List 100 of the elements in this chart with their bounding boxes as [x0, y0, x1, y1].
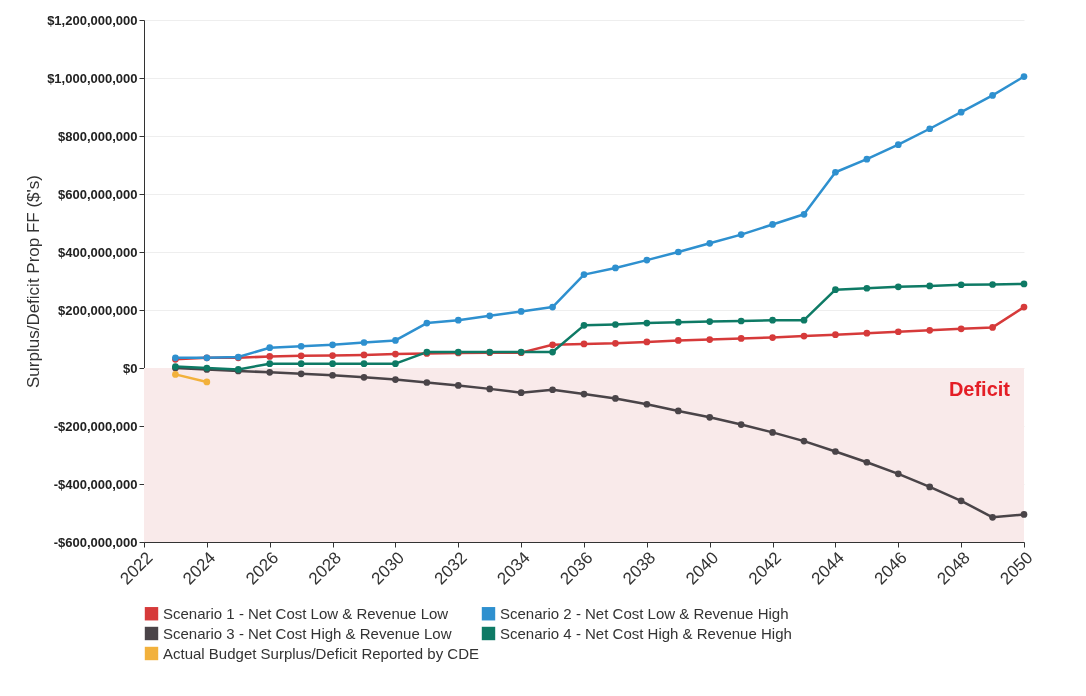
- point: [297, 342, 305, 350]
- y-tick-label: -$600,000,000: [53, 534, 138, 550]
- point: [423, 319, 431, 327]
- point: [454, 382, 462, 389]
- legend-label: Scenario 3 - Net Cost High & Revenue Low: [163, 624, 452, 642]
- y-tick-label: $600,000,000: [57, 186, 138, 202]
- point: [800, 332, 808, 340]
- point: [957, 497, 965, 505]
- point: [706, 336, 714, 343]
- point: [894, 470, 902, 478]
- y-tick-label: $800,000,000: [57, 128, 138, 144]
- point: [769, 429, 776, 436]
- point: [737, 317, 745, 325]
- point: [737, 231, 745, 238]
- y-tick-label: -$400,000,000: [53, 476, 138, 492]
- point: [643, 256, 651, 264]
- point: [203, 378, 211, 386]
- point: [297, 370, 305, 378]
- point: [329, 371, 336, 379]
- point: [737, 335, 745, 342]
- point: [580, 390, 588, 398]
- y-tick-label: $1,000,000,000: [47, 70, 138, 86]
- point: [329, 341, 336, 349]
- point: [894, 141, 902, 149]
- point: [549, 303, 556, 311]
- y-axis-title: Surplus/Deficit Prop FF ($'s): [24, 175, 44, 388]
- point: [580, 271, 588, 278]
- legend-label: Scenario 1 - Net Cost Low & Revenue Low: [163, 604, 449, 622]
- point: [800, 210, 808, 218]
- point: [1020, 73, 1028, 80]
- point: [360, 339, 368, 346]
- point: [549, 386, 556, 394]
- point: [674, 337, 682, 344]
- point: [266, 344, 274, 352]
- point: [643, 400, 651, 408]
- point: [297, 352, 305, 360]
- point: [266, 369, 274, 376]
- legend-label: Scenario 2 - Net Cost Low & Revenue High: [500, 604, 789, 622]
- point: [612, 395, 619, 402]
- legend-label: Scenario 4 - Net Cost High & Revenue High: [500, 624, 792, 642]
- point: [1020, 303, 1028, 311]
- point: [769, 316, 776, 324]
- point: [674, 318, 682, 326]
- band-label: Deficit: [948, 378, 1011, 400]
- point: [832, 168, 839, 176]
- point: [643, 338, 651, 346]
- point: [266, 353, 274, 360]
- point: [832, 286, 839, 294]
- point: [612, 264, 619, 272]
- point: [737, 421, 745, 428]
- point: [800, 437, 808, 445]
- point: [360, 351, 368, 359]
- point: [612, 321, 619, 328]
- y-tick-label: $400,000,000: [57, 244, 138, 260]
- point: [832, 331, 839, 338]
- point: [1020, 511, 1028, 518]
- point: [329, 360, 336, 367]
- point: [706, 239, 714, 247]
- point: [329, 352, 336, 359]
- point: [989, 92, 996, 99]
- point: [989, 281, 996, 288]
- point: [549, 348, 556, 356]
- y-tick-label: $0: [123, 360, 138, 376]
- point: [894, 283, 902, 291]
- point: [1020, 280, 1028, 288]
- y-tick-label: $200,000,000: [57, 302, 138, 318]
- y-tick-label: $1,200,000,000: [47, 12, 138, 28]
- point: [769, 221, 776, 228]
- point: [957, 325, 965, 333]
- point: [926, 326, 934, 334]
- point: [989, 324, 996, 331]
- point: [423, 379, 431, 386]
- point: [989, 514, 996, 521]
- point: [392, 337, 399, 344]
- point: [266, 360, 274, 367]
- point: [863, 458, 871, 466]
- point: [392, 350, 399, 358]
- point: [832, 448, 839, 455]
- point: [957, 281, 965, 289]
- y-tick-label: -$200,000,000: [53, 418, 138, 434]
- legend-label: Actual Budget Surplus/Deficit Reported by CDE: [163, 644, 479, 662]
- point: [769, 334, 776, 341]
- point: [360, 373, 368, 381]
- point: [172, 371, 179, 378]
- point: [863, 284, 871, 292]
- point: [612, 340, 619, 347]
- point: [926, 125, 934, 133]
- point: [517, 308, 525, 315]
- point: [360, 360, 368, 367]
- point: [800, 316, 808, 324]
- point: [674, 407, 682, 415]
- point: [486, 385, 494, 393]
- point: [926, 282, 934, 290]
- point: [706, 318, 714, 325]
- point: [957, 108, 965, 116]
- point: [706, 413, 714, 421]
- point: [517, 389, 525, 396]
- point: [297, 360, 305, 367]
- point: [643, 319, 651, 327]
- point: [863, 155, 871, 163]
